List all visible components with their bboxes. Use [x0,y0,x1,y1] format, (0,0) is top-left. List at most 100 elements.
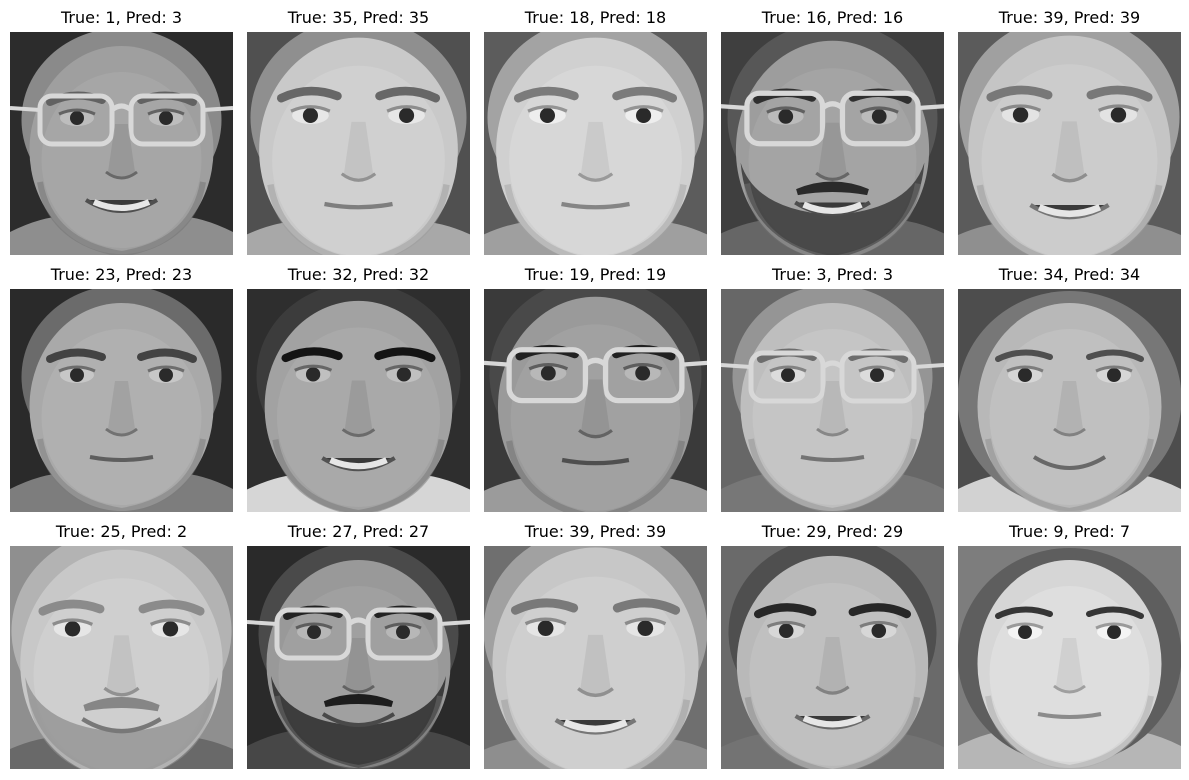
glasses-left-arm [721,363,752,369]
face-image [484,546,707,769]
right-eye-pupil [162,621,179,637]
mouth [561,457,630,466]
left-eyebrow [995,349,1053,362]
jaw-shadow [504,184,687,255]
nostrils [577,172,614,182]
left-eye-lid [294,364,333,372]
nostrils [578,429,613,439]
glasses-left-arm [484,360,510,367]
right-eye-pupil [636,107,652,123]
face-group [958,548,1181,769]
right-eyebrow [848,603,912,619]
left-eye-lid [528,363,569,371]
face-group [247,289,470,512]
glasses-bridge [110,103,133,112]
glasses-left-lens [748,350,826,404]
face-group [484,32,707,255]
face-group [247,546,470,769]
left-eye-lid [52,618,94,626]
right-eye-lid [858,365,896,373]
face-drawing [958,289,1181,512]
teeth [802,715,863,728]
right-eye-lid [1097,104,1139,112]
face-drawing [484,32,707,255]
nostrils [815,171,850,181]
right-eye-lid [859,620,899,628]
panel-title: True: 9, Pred: 7 [1008,522,1131,541]
panel-title: True: 16, Pred: 16 [761,8,904,27]
left-eye-lid [1006,365,1044,373]
panel-title: True: 25, Pred: 2 [55,522,188,541]
panel-title: True: 34, Pred: 34 [998,265,1141,284]
nostrils [816,427,849,437]
left-eye-pupil [537,620,554,636]
jaw-shadow [748,438,917,512]
jaw-shadow [976,184,1163,255]
jaw-shadow [37,438,206,512]
right-eye-lid [149,618,191,626]
nose [344,380,373,435]
glasses-right-arm [681,360,707,367]
nose [108,381,135,434]
left-eye-pupil [539,107,555,123]
right-eyebrow [612,598,681,615]
glasses-left-lens [506,347,589,404]
jaw-shadow [28,698,215,769]
right-eye-lid [622,363,663,371]
face-group [721,32,944,255]
face-drawing [10,32,233,255]
face-image [10,546,233,769]
left-eyebrow [753,603,817,619]
glasses-bridge [347,617,370,626]
nostrils [340,172,377,182]
nostrils [1051,172,1088,183]
face-image [721,546,944,769]
right-eye-pupil [1110,107,1127,123]
face-image [484,289,707,512]
nose [818,122,847,179]
glasses-left-lens [37,93,115,147]
face-image [10,289,233,512]
right-eyebrow [1086,606,1144,619]
panel-title: True: 19, Pred: 19 [524,265,667,284]
glasses-right-lens [602,347,685,404]
glasses-right-arm [917,104,944,111]
nose [818,636,847,693]
left-eyebrow [510,598,579,615]
right-eye-lid [623,105,664,113]
face-image [247,32,470,255]
nose [580,121,611,180]
right-eye-pupil [637,620,654,636]
glasses-right-arm [439,620,470,626]
left-eye-pupil [307,625,321,639]
glasses-right-lens [128,93,206,147]
nose [343,121,374,180]
glasses-right-lens [839,350,917,404]
glasses-left-arm [247,620,278,626]
panel-title: True: 3, Pred: 3 [771,265,894,284]
face-drawing [484,546,707,769]
nose [106,635,137,694]
nose [1054,121,1085,180]
glasses-bridge [820,101,845,111]
left-eye-pupil [781,368,795,382]
teeth [1037,204,1102,218]
face-drawing [721,289,944,512]
right-eye-lid [859,106,899,114]
face-image [958,289,1181,512]
left-eye-pupil [305,367,321,382]
right-eye-lid [147,108,185,116]
left-eye-lid [295,622,333,630]
face-drawing [247,32,470,255]
left-eye-pupil [70,368,84,382]
beard [271,676,446,768]
face-group [958,291,1181,512]
face-drawing [721,546,944,769]
right-eye-lid [386,105,427,113]
teeth [563,719,628,733]
right-eye-pupil [871,109,887,124]
left-eye-pupil [1018,625,1032,639]
jaw-shadow [500,699,691,769]
right-eye-pupil [396,367,412,382]
